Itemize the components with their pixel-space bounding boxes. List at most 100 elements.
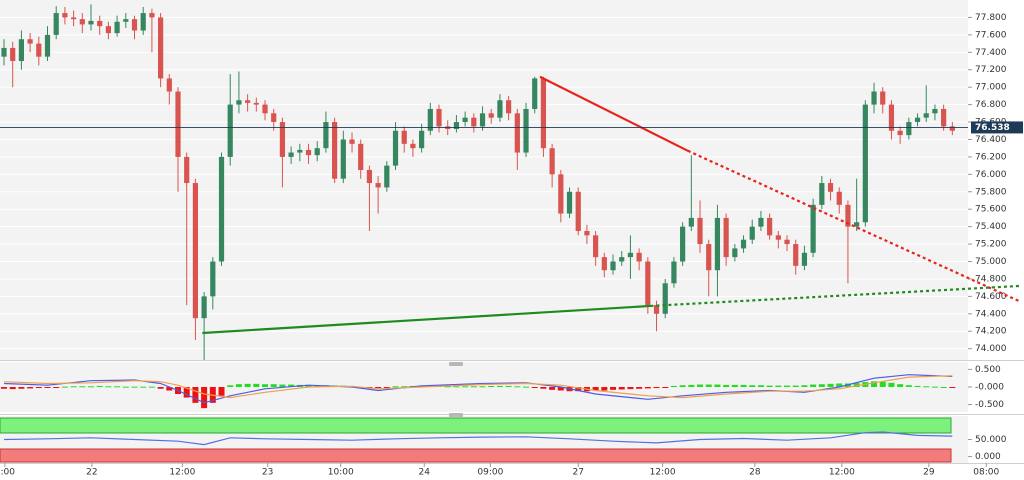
macd-bar	[610, 387, 617, 390]
macd-bar	[279, 384, 286, 387]
macd-bar	[96, 385, 103, 387]
candle-body	[114, 21, 120, 34]
macd-bar	[627, 387, 634, 390]
macd-bar	[731, 384, 738, 387]
y-tick-label: 76.400	[975, 135, 1007, 145]
candle-body	[297, 149, 303, 153]
macd-bar	[940, 387, 947, 388]
macd-bar	[514, 386, 521, 388]
y-tick-label: 75.200	[975, 240, 1007, 250]
y-tick-label: 77.000	[975, 83, 1007, 93]
candle-body	[201, 296, 207, 319]
y-tick-label: 74.600	[975, 292, 1007, 302]
macd-bar	[827, 383, 834, 387]
macd-bar	[496, 385, 503, 387]
candle-body	[758, 217, 764, 227]
macd-bar	[618, 387, 625, 390]
macd-bar	[470, 386, 477, 388]
candle-body	[175, 91, 181, 157]
macd-bar	[122, 386, 129, 388]
candle-body	[53, 13, 59, 35]
candle-body	[836, 191, 842, 205]
macd-bar	[505, 385, 512, 387]
x-tick-label: 10:00	[328, 468, 354, 478]
candle-body	[227, 104, 233, 157]
macd-bar	[766, 385, 773, 387]
macd-bar	[9, 387, 16, 390]
candle-body	[880, 91, 886, 105]
macd-bar	[923, 386, 930, 388]
candle-body	[18, 39, 25, 62]
macd-bar	[1, 387, 8, 389]
candle-body	[714, 217, 721, 271]
resize-handle[interactable]	[449, 413, 463, 417]
macd-bar	[453, 386, 460, 388]
candle-body	[71, 17, 77, 20]
macd-bar	[235, 384, 242, 387]
macd-bar	[592, 387, 599, 391]
candle-body	[906, 122, 912, 136]
x-tick-label: 2:00	[0, 468, 15, 478]
macd-bar	[53, 387, 60, 388]
x-tick-label: 22	[86, 468, 97, 478]
candle-body	[192, 183, 199, 319]
candle-body	[897, 130, 903, 136]
trendline	[650, 284, 1021, 308]
candle-body	[462, 117, 468, 123]
macd-bar	[305, 384, 312, 387]
macd-bar	[871, 381, 878, 387]
candle-body	[845, 204, 851, 227]
candle-body	[131, 19, 138, 31]
macd-bar	[462, 386, 469, 388]
candle-body	[340, 139, 346, 179]
macd-bar	[697, 384, 704, 387]
candle-body	[497, 100, 503, 118]
candle-body	[584, 230, 590, 236]
macd-line	[3, 375, 953, 399]
candle-body	[575, 191, 581, 231]
candle-body	[627, 252, 634, 258]
candle-body	[184, 156, 190, 184]
macd-bar	[44, 387, 51, 388]
x-tick-label: 28	[749, 468, 761, 478]
candle-body	[471, 117, 477, 127]
macd-line	[3, 374, 953, 404]
macd-bar	[375, 387, 382, 389]
candle-body	[27, 39, 33, 44]
x-tick-label: 24	[419, 468, 431, 478]
candle-body	[262, 104, 268, 114]
candle-body	[253, 102, 259, 105]
macd-bar	[166, 387, 173, 391]
candle-body	[419, 130, 425, 149]
candle-body	[436, 108, 442, 127]
macd-bar	[79, 386, 86, 388]
macd-bar	[18, 387, 25, 389]
y-tick-label: 77.400	[975, 48, 1007, 58]
candle-body	[723, 217, 729, 258]
y-tick-label: 75.000	[975, 257, 1007, 267]
candle-body	[488, 113, 494, 118]
resize-handle[interactable]	[449, 362, 463, 366]
y-tick-label: 74.400	[975, 309, 1007, 319]
candle-body	[392, 130, 399, 166]
macd-bar	[723, 384, 730, 387]
x-tick-label: 27	[572, 468, 583, 478]
macd-bar	[444, 386, 451, 388]
candle-body	[62, 13, 68, 18]
macd-bar	[27, 387, 34, 389]
x-tick-label: 23	[262, 468, 273, 478]
y-tick-label: 76.000	[975, 170, 1007, 180]
plot-layer: 77.80077.60077.40077.20077.00076.80076.6…	[0, 4, 1023, 478]
macd-bar	[679, 385, 686, 387]
y-tick-label: 74.200	[975, 327, 1007, 337]
trendline	[202, 304, 651, 335]
overbought-band	[0, 417, 952, 434]
oversold-band	[0, 448, 952, 463]
macd-bar	[183, 387, 190, 398]
candle-body	[271, 113, 277, 123]
y-tick-label: 74.000	[975, 344, 1007, 354]
candle-body	[558, 174, 564, 214]
candle-body	[36, 43, 42, 57]
macd-bar	[192, 387, 199, 403]
